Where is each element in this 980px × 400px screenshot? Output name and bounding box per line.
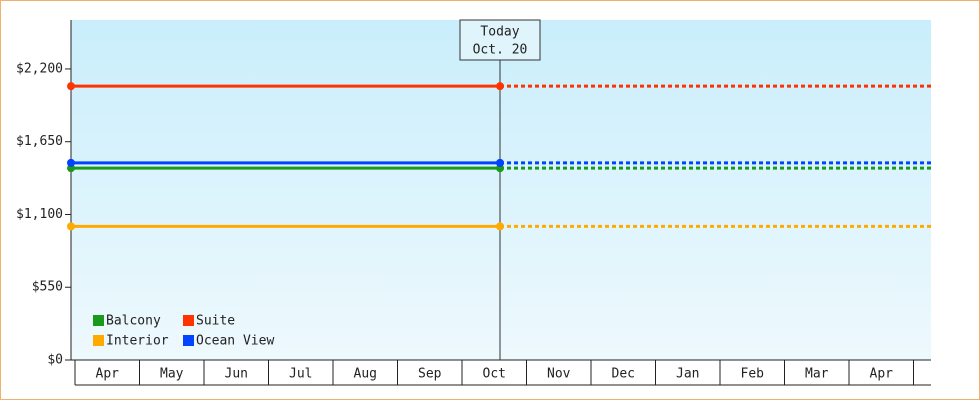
y-tick-label: $2,200 xyxy=(16,61,63,76)
x-tick-label: Nov xyxy=(547,367,571,382)
today-title: Today xyxy=(480,25,519,40)
legend-swatch xyxy=(183,315,194,326)
y-tick-label: $1,650 xyxy=(16,134,63,149)
price-point xyxy=(496,158,504,167)
legend-swatch xyxy=(93,335,104,346)
x-tick-label: Jun xyxy=(225,367,248,382)
x-tick-label: Apr xyxy=(870,367,894,382)
legend-swatch xyxy=(93,315,104,326)
y-tick-label: $1,100 xyxy=(16,207,63,222)
x-tick-label: Mar xyxy=(805,367,829,382)
legend-label: Ocean View xyxy=(196,334,274,349)
price-point xyxy=(67,158,75,167)
x-tick-label: Jul xyxy=(289,367,312,382)
today-box xyxy=(459,19,541,61)
x-tick-label: Feb xyxy=(741,367,765,382)
x-tick-label: Aug xyxy=(354,367,377,382)
legend-swatch xyxy=(183,335,194,346)
legend-label: Suite xyxy=(196,314,235,329)
x-tick-label: Apr xyxy=(96,367,120,382)
price-point xyxy=(496,82,504,91)
x-tick-label: May xyxy=(160,367,184,382)
plot-area xyxy=(71,20,931,360)
y-tick-label: $0 xyxy=(47,353,63,368)
today-date: Oct. 20 xyxy=(473,43,528,58)
legend-label: Interior xyxy=(106,334,169,349)
price-point xyxy=(496,222,504,231)
y-tick-label: $550 xyxy=(32,280,63,295)
legend-label: Balcony xyxy=(106,314,161,329)
x-tick-label: Oct xyxy=(483,367,506,382)
x-tick-label: Dec xyxy=(612,367,635,382)
price-point xyxy=(67,82,75,91)
x-tick-label: Sep xyxy=(418,367,442,382)
x-tick-label: Jan xyxy=(676,367,699,382)
price-point xyxy=(67,222,75,231)
